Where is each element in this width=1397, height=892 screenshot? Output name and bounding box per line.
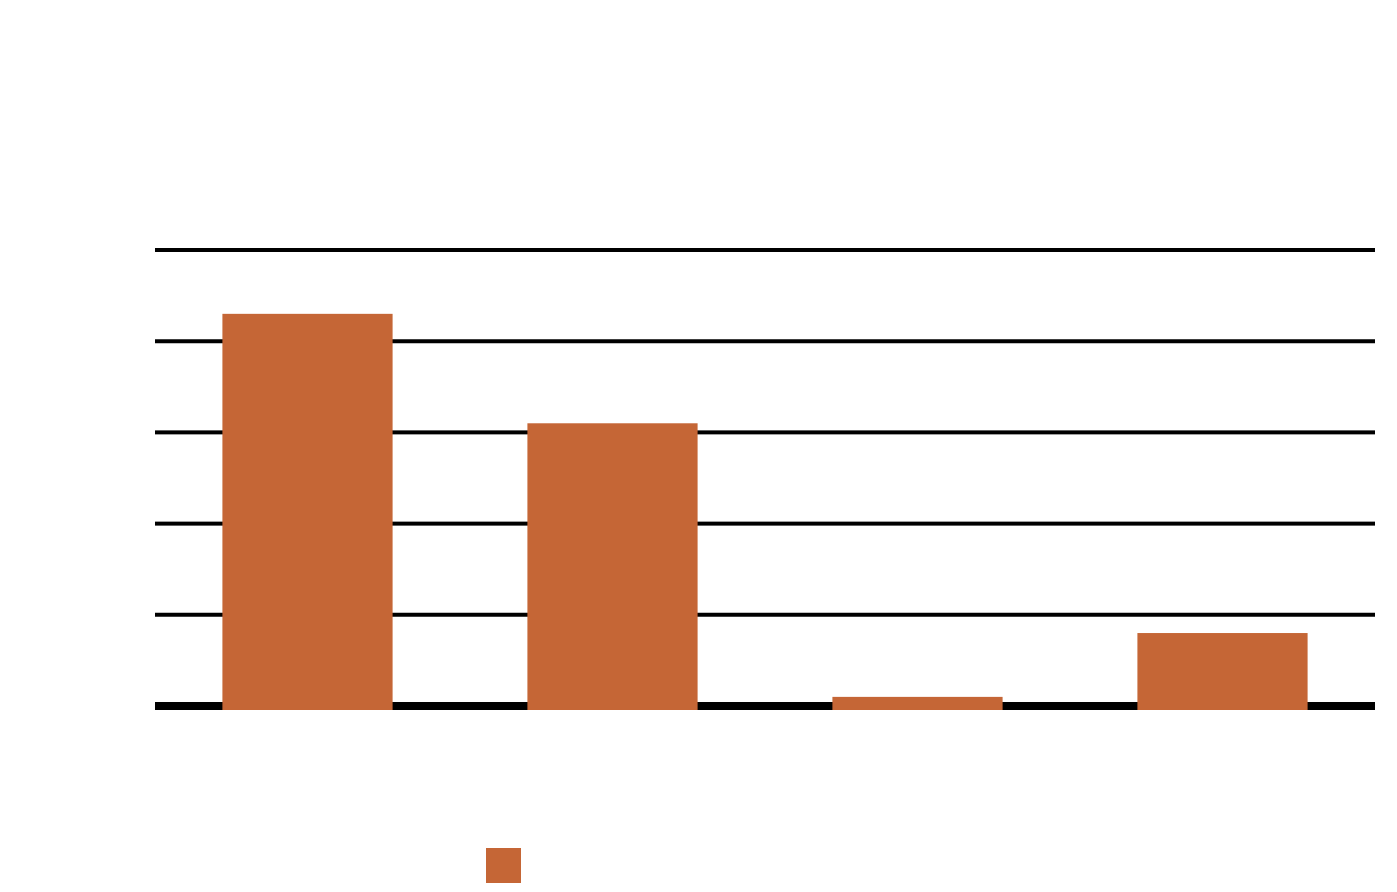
bar (222, 313, 393, 710)
bar (527, 423, 698, 710)
legend-swatch (486, 848, 521, 883)
bar (1137, 633, 1308, 710)
bar (832, 696, 1003, 710)
